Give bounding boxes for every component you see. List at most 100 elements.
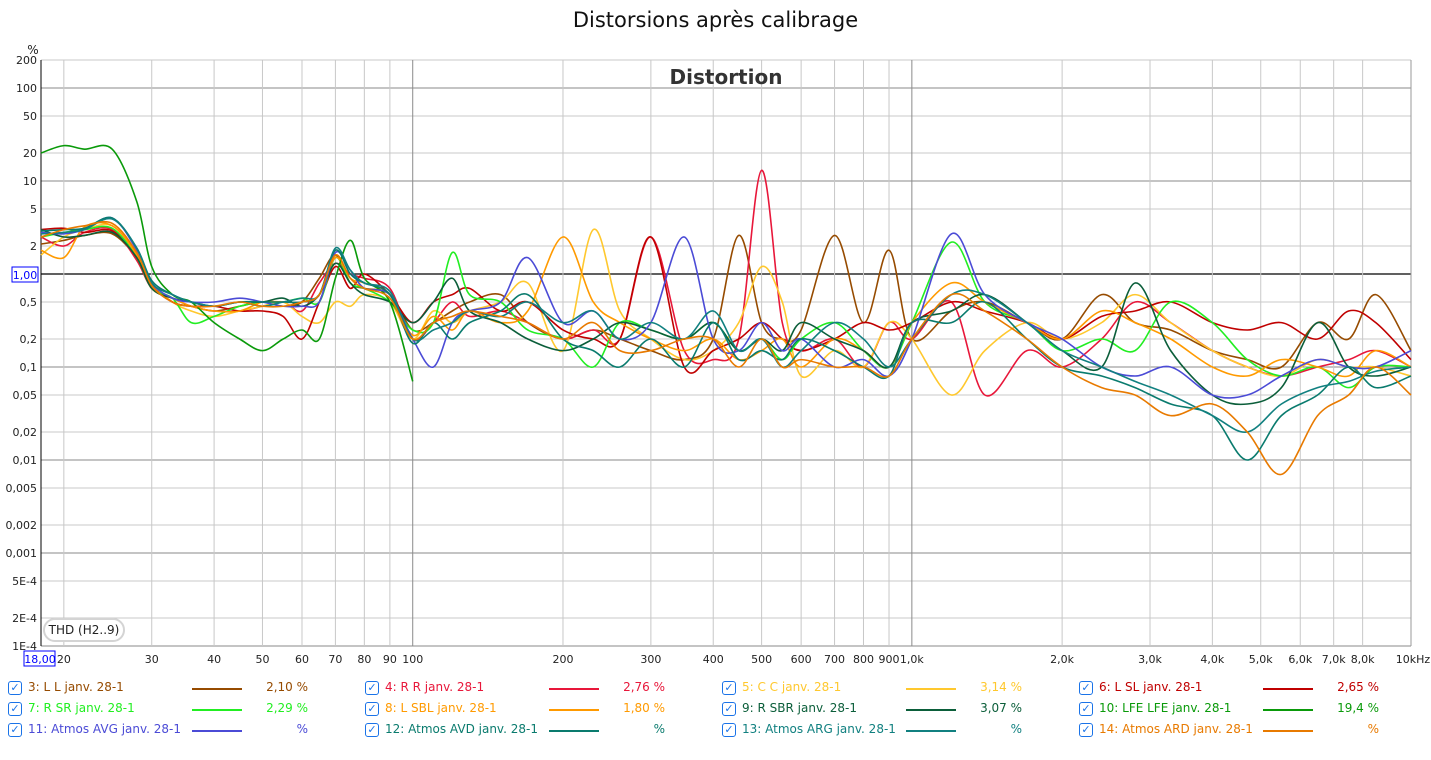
checkbox-checked-icon[interactable]: ✓ (1079, 702, 1093, 716)
legend-item: ✓ 3: L L janv. 28-1 2,10 % (8, 679, 358, 699)
legend-item: ✓ 4: R R janv. 28-1 2,76 % (365, 679, 715, 699)
y-tick-label: 0,5 (20, 296, 38, 309)
series-line-3 (40, 223, 1412, 396)
measure-selector[interactable]: THD (H2..9) (43, 618, 125, 642)
legend-item: ✓ 9: R SBR janv. 28-1 3,07 % (722, 700, 1072, 720)
legend-item: ✓ 13: Atmos ARG janv. 28-1 % (722, 721, 1072, 741)
checkbox-checked-icon[interactable]: ✓ (722, 723, 736, 737)
legend-value: 2,29 % (266, 701, 308, 715)
x-start-value: 18,00 (24, 653, 56, 666)
legend-value: 2,65 % (1337, 680, 1379, 694)
x-tick-label: 700 (824, 653, 845, 666)
window-title: Distorsions après calibrage (572, 8, 859, 32)
x-tick-label: 30 (145, 653, 159, 666)
y-tick-label: 0,001 (6, 547, 38, 560)
checkbox-checked-icon[interactable]: ✓ (365, 702, 379, 716)
y-axis-unit: % (27, 43, 38, 57)
legend-label: 11: Atmos AVG janv. 28-1 (28, 722, 182, 736)
checkbox-checked-icon[interactable]: ✓ (722, 681, 736, 695)
y-tick-label: 2E-4 (12, 612, 37, 625)
legend: ✓ 3: L L janv. 28-1 2,10 % ✓ 4: R R janv.… (0, 676, 1431, 760)
legend-swatch (549, 730, 599, 732)
x-tick-label: 500 (751, 653, 772, 666)
x-tick-label: 60 (295, 653, 309, 666)
legend-swatch (192, 688, 242, 690)
legend-swatch (1263, 688, 1313, 690)
legend-value: 19,4 % (1337, 701, 1379, 715)
legend-value: % (296, 722, 308, 736)
y-tick-label: 0,2 (20, 333, 38, 346)
x-tick-label: 8,0k (1351, 653, 1375, 666)
legend-item: ✓ 5: C C janv. 28-1 3,14 % (722, 679, 1072, 699)
x-tick-label: 100 (402, 653, 423, 666)
y-tick-label: 2 (30, 240, 37, 253)
y-tick-label: 0,05 (13, 389, 38, 402)
x-tick-label: 5,0k (1249, 653, 1273, 666)
legend-label: 3: L L janv. 28-1 (28, 680, 124, 694)
x-start-box[interactable]: 18,00 (23, 650, 56, 667)
legend-swatch (192, 730, 242, 732)
legend-label: 6: L SL janv. 28-1 (1099, 680, 1203, 694)
legend-swatch (549, 709, 599, 711)
series-line-6 (40, 221, 1412, 378)
x-tick-label: 800 (853, 653, 874, 666)
y-tick-label: 0,005 (6, 482, 38, 495)
series-lines (40, 144, 1412, 476)
y-tick-label: 0,01 (13, 454, 38, 467)
legend-label: 7: R SR janv. 28-1 (28, 701, 135, 715)
legend-label: 12: Atmos AVD janv. 28-1 (385, 722, 538, 736)
legend-label: 9: R SBR janv. 28-1 (742, 701, 857, 715)
legend-value: 3,14 % (980, 680, 1022, 694)
legend-label: 13: Atmos ARG janv. 28-1 (742, 722, 896, 736)
y-tick-label: 1E-4 (12, 640, 37, 653)
x-tick-label: 600 (791, 653, 812, 666)
checkbox-checked-icon[interactable]: ✓ (365, 681, 379, 695)
checkbox-checked-icon[interactable]: ✓ (1079, 681, 1093, 695)
y-tick-label: 20 (23, 147, 37, 160)
legend-item: ✓ 7: R SR janv. 28-1 2,29 % (8, 700, 358, 720)
legend-label: 5: C C janv. 28-1 (742, 680, 842, 694)
y-tick-label: 5E-4 (12, 575, 37, 588)
x-tick-label: 200 (552, 653, 573, 666)
legend-value: 3,07 % (980, 701, 1022, 715)
series-line-5 (40, 225, 1412, 389)
chart-title: Distortion (670, 65, 783, 89)
x-tick-label: 90 (383, 653, 397, 666)
legend-item: ✓ 10: LFE LFE janv. 28-1 19,4 % (1079, 700, 1429, 720)
x-tick-label: 900 (879, 653, 900, 666)
x-tick-label: 10kHz (1396, 653, 1431, 666)
legend-value: 2,76 % (623, 680, 665, 694)
checkbox-checked-icon[interactable]: ✓ (8, 723, 22, 737)
checkbox-checked-icon[interactable]: ✓ (365, 723, 379, 737)
legend-value: % (653, 722, 665, 736)
x-tick-label: 2,0k (1050, 653, 1074, 666)
x-tick-label: 50 (255, 653, 269, 666)
checkbox-checked-icon[interactable]: ✓ (8, 681, 22, 695)
y-tick-label: 50 (23, 110, 37, 123)
checkbox-checked-icon[interactable]: ✓ (8, 702, 22, 716)
legend-item: ✓ 8: L SBL janv. 28-1 1,80 % (365, 700, 715, 720)
y-tick-label: 100 (16, 82, 37, 95)
legend-value: 2,10 % (266, 680, 308, 694)
series-line-12 (40, 220, 1412, 476)
x-tick-label: 400 (703, 653, 724, 666)
legend-swatch (549, 688, 599, 690)
x-tick-label: 1,0k (900, 653, 924, 666)
y-tick-label: 0,02 (13, 426, 38, 439)
x-tick-label: 300 (640, 653, 661, 666)
legend-label: 14: Atmos ARD janv. 28-1 (1099, 722, 1253, 736)
x-axis-ticks: 20 30 40 50 60 70 80 90 100 200 300 400 500 600 700 800… (57, 653, 1431, 666)
legend-label: 4: R R janv. 28-1 (385, 680, 485, 694)
x-tick-label: 70 (328, 653, 342, 666)
distortion-chart[interactable]: 200 100 50 20 10 5 2 0,5 0,2 0,1 0,05 0,02 0,01 0,005… (0, 0, 1431, 676)
y-tick-label: 10 (23, 175, 37, 188)
measure-label: THD (H2..9) (48, 623, 120, 637)
y-axis-ticks: 200 100 50 20 10 5 2 0,5 0,2 0,1 0,05 0,02 0,01 0,005… (6, 54, 38, 653)
x-tick-label: 4,0k (1200, 653, 1224, 666)
checkbox-checked-icon[interactable]: ✓ (1079, 723, 1093, 737)
y-reference-box[interactable]: 1,00 (11, 266, 39, 283)
x-tick-label: 7,0k (1322, 653, 1346, 666)
checkbox-checked-icon[interactable]: ✓ (722, 702, 736, 716)
x-tick-label: 40 (207, 653, 221, 666)
legend-value: % (1367, 722, 1379, 736)
